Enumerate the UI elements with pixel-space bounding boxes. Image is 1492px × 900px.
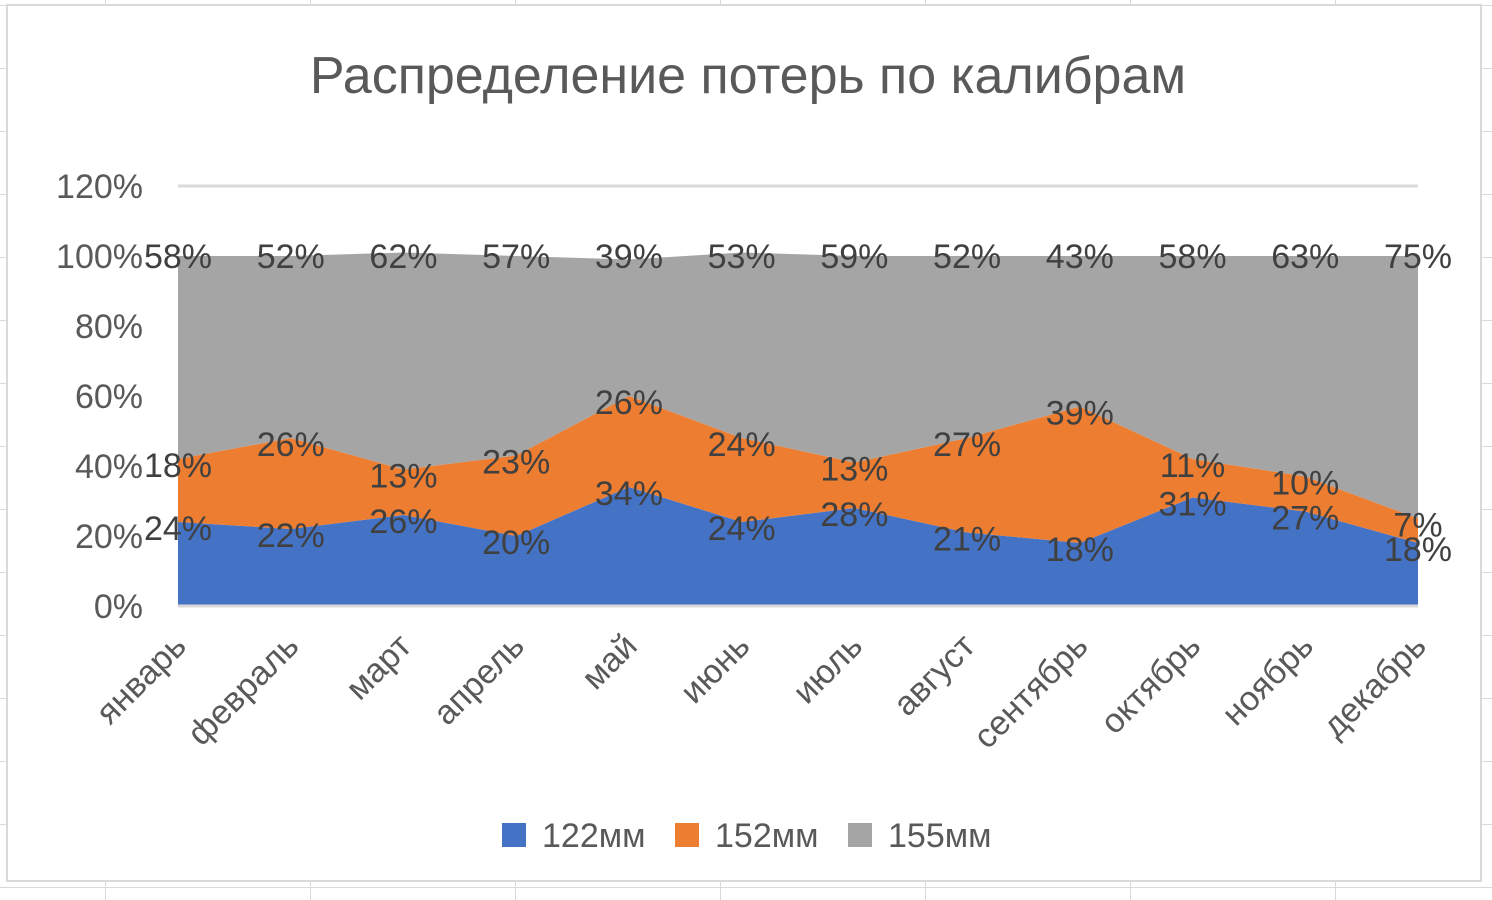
legend-label: 122мм (542, 817, 645, 855)
y-tick-label: 80% (75, 308, 143, 346)
x-tick-label: июль (786, 627, 870, 711)
data-label: 52% (257, 238, 325, 276)
x-tick-label: октябрь (1093, 627, 1208, 742)
legend-swatch (675, 823, 699, 847)
data-label: 57% (482, 238, 550, 276)
data-label: 62% (369, 238, 437, 276)
legend-swatch (502, 823, 526, 847)
data-label: 7% (1393, 507, 1442, 545)
x-tick-label: май (574, 627, 644, 697)
data-label: 24% (708, 510, 776, 548)
data-label: 24% (708, 426, 776, 464)
data-label: 23% (482, 444, 550, 482)
data-label: 21% (933, 521, 1001, 559)
x-tick-label: январь (89, 627, 194, 732)
data-label: 24% (144, 510, 212, 548)
data-label: 31% (1159, 486, 1227, 524)
x-tick-label: ноябрь (1215, 627, 1321, 733)
x-tick-label: февраль (180, 627, 306, 753)
data-label: 18% (1384, 531, 1452, 569)
data-label: 13% (369, 458, 437, 496)
area-series-155мм[interactable] (178, 252, 1418, 519)
y-axis: 0% 20% 40% 60% 80% 100% 120% (56, 168, 143, 626)
data-label: 58% (144, 238, 212, 276)
data-labels: 24% 22% 26% 20% 34% 24% 28% 21% 18% 31% 27% 18% 18% 2… (144, 238, 1452, 569)
y-tick-label: 20% (75, 518, 143, 556)
y-tick-label: 40% (75, 448, 143, 486)
data-label: 34% (595, 475, 663, 513)
data-label: 53% (708, 238, 776, 276)
data-label: 39% (595, 238, 663, 276)
data-label: 18% (1046, 531, 1114, 569)
data-label: 27% (933, 426, 1001, 464)
y-tick-label: 0% (94, 588, 143, 626)
x-tick-label: декабрь (1315, 627, 1433, 745)
data-label: 39% (1046, 395, 1114, 433)
legend-swatch (848, 823, 872, 847)
x-tick-label: сентябрь (966, 627, 1095, 756)
data-label: 26% (257, 426, 325, 464)
data-label: 20% (482, 524, 550, 562)
data-label: 26% (595, 384, 663, 422)
y-tick-label: 100% (56, 238, 143, 276)
plot-areas (178, 252, 1418, 608)
data-label: 59% (820, 238, 888, 276)
x-tick-label: август (886, 627, 983, 724)
data-label: 63% (1271, 238, 1339, 276)
x-tick-label: март (338, 627, 419, 708)
data-label: 58% (1159, 238, 1227, 276)
chart-title: Распределение потерь по калибрам (310, 47, 1186, 105)
data-label: 26% (369, 503, 437, 541)
data-label: 10% (1271, 465, 1339, 503)
legend-label: 155мм (888, 817, 991, 855)
data-label: 11% (1160, 447, 1226, 485)
x-tick-label: апрель (426, 627, 532, 733)
data-label: 75% (1384, 238, 1452, 276)
data-label: 28% (820, 496, 888, 534)
y-tick-label: 60% (75, 378, 143, 416)
data-label: 43% (1046, 238, 1114, 276)
legend-item[interactable]: 155мм (848, 817, 991, 855)
legend[interactable]: 122мм 152мм 155мм (502, 817, 991, 855)
area-series-122мм[interactable] (178, 487, 1418, 606)
x-tick-label: июнь (673, 627, 757, 711)
data-label: 27% (1271, 500, 1339, 538)
data-label: 52% (933, 238, 1001, 276)
y-tick-label: 120% (56, 168, 143, 206)
data-label: 18% (144, 447, 212, 485)
area-series-152мм[interactable] (178, 396, 1418, 543)
data-label: 22% (257, 517, 325, 555)
legend-label: 152мм (715, 817, 818, 855)
legend-item[interactable]: 152мм (675, 817, 818, 855)
data-label: 13% (820, 451, 888, 489)
legend-item[interactable]: 122мм (502, 817, 645, 855)
